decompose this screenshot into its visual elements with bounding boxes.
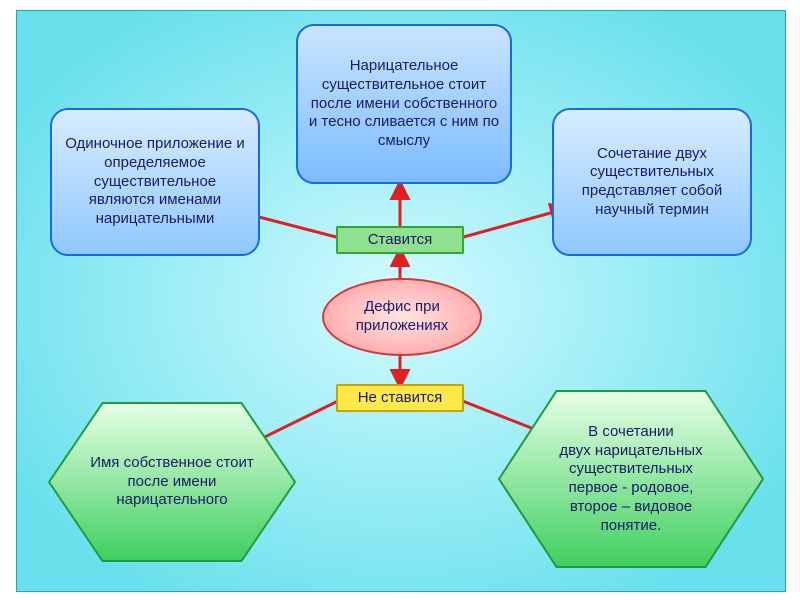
case-box-top-right: Сочетание двух существительных представл… — [552, 108, 752, 256]
case-hex-right-shape — [498, 390, 764, 568]
case-box-top-mid-text: Нарицательное существительное стоит посл… — [308, 57, 500, 151]
label-no-hyphen: Не ставится — [336, 384, 464, 412]
label-put-hyphen: Ставится — [336, 226, 464, 254]
case-hex-left: Имя собственное стоит после имени нарица… — [48, 402, 296, 562]
diagram-canvas: Одиночное приложение и определяемое суще… — [0, 0, 800, 600]
label-put-hyphen-text: Ставится — [368, 231, 433, 250]
case-hex-right: В сочетании двух нарицательных существит… — [498, 390, 764, 568]
center-topic-text: Дефис при приложениях — [334, 298, 470, 336]
case-box-top-left-text: Одиночное приложение и определяемое суще… — [62, 135, 248, 229]
case-hex-left-shape — [48, 402, 296, 562]
case-box-top-left: Одиночное приложение и определяемое суще… — [50, 108, 260, 256]
center-topic: Дефис при приложениях — [322, 278, 482, 356]
case-box-top-right-text: Сочетание двух существительных представл… — [564, 145, 740, 220]
label-no-hyphen-text: Не ставится — [358, 389, 443, 408]
case-box-top-mid: Нарицательное существительное стоит посл… — [296, 24, 512, 184]
